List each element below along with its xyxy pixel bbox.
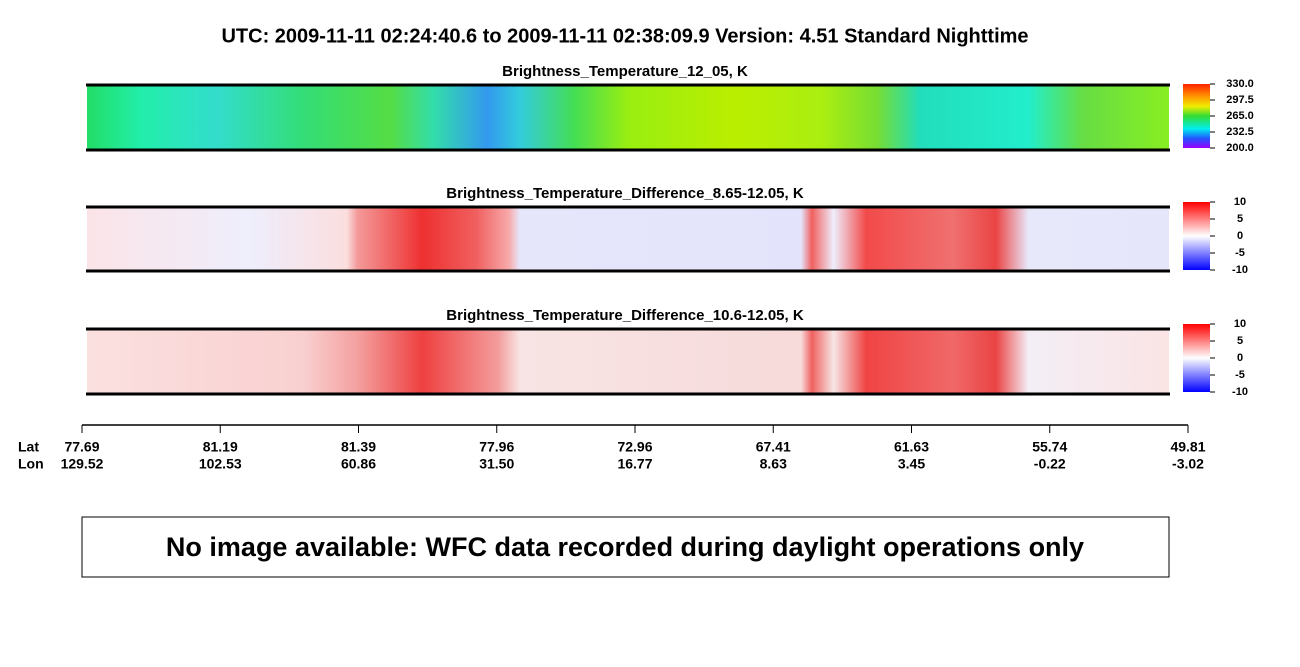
title: UTC: 2009-11-11 02:24:40.6 to 2009-11-11… bbox=[221, 25, 1028, 47]
image bbox=[87, 329, 1169, 394]
colorbar-label: 5 bbox=[1237, 335, 1243, 347]
colorbar-label: 232.5 bbox=[1226, 126, 1254, 138]
colorbar-label: 10 bbox=[1234, 196, 1246, 208]
lon-tick-label: -3.02 bbox=[1172, 456, 1204, 472]
panel-title: Brightness_Temperature_Difference_10.6-1… bbox=[446, 307, 804, 324]
lon-tick-label: 16.77 bbox=[617, 456, 652, 472]
colorbar-label: -10 bbox=[1232, 386, 1248, 398]
colorbar-label: 5 bbox=[1237, 213, 1243, 225]
colorbar-label: -10 bbox=[1232, 264, 1248, 276]
lat-tick-label: 61.63 bbox=[894, 439, 929, 455]
lat-tick-label: 67.41 bbox=[756, 439, 791, 455]
lon-tick-label: 60.86 bbox=[341, 456, 376, 472]
colorbar-label: 10 bbox=[1234, 318, 1246, 330]
image bbox=[87, 207, 1169, 271]
lat-label: Lat bbox=[18, 439, 39, 455]
colorbar-label: 265.0 bbox=[1226, 110, 1254, 122]
lon-tick-label: 102.53 bbox=[199, 456, 242, 472]
colorbar bbox=[1183, 202, 1210, 270]
colorbar-label: 297.5 bbox=[1226, 94, 1254, 106]
lon-tick-label: -0.22 bbox=[1034, 456, 1066, 472]
colorbar-label: 200.0 bbox=[1226, 142, 1254, 154]
notice-box bbox=[81, 516, 1170, 578]
lon-tick-label: 3.45 bbox=[898, 456, 925, 472]
lat-tick-label: 55.74 bbox=[1032, 439, 1067, 455]
notice: No image available: WFC data recorded du… bbox=[166, 532, 1084, 562]
colorbar-label: 330.0 bbox=[1226, 78, 1254, 90]
lat-tick-label: 77.69 bbox=[64, 439, 99, 455]
colorbar-label: 0 bbox=[1237, 352, 1243, 364]
lat-tick-label: 81.39 bbox=[341, 439, 376, 455]
panel-title: Brightness_Temperature_12_05, K bbox=[502, 63, 748, 80]
panel: Brightness_Temperature_Difference_10.6-1… bbox=[86, 307, 1210, 396]
lat-tick-label: 49.81 bbox=[1170, 439, 1205, 455]
lat-tick-label: 81.19 bbox=[203, 439, 238, 455]
panel: Brightness_Temperature_12_05, K bbox=[86, 63, 1210, 152]
colorbar-label: -5 bbox=[1235, 247, 1245, 259]
lat-tick-label: 72.96 bbox=[617, 439, 652, 455]
lon-tick-label: 129.52 bbox=[61, 456, 104, 472]
colorbar-label: 0 bbox=[1237, 230, 1243, 242]
colorbar bbox=[1183, 324, 1210, 392]
colorbar-label: -5 bbox=[1235, 369, 1245, 381]
lon-tick-label: 31.50 bbox=[479, 456, 514, 472]
image bbox=[87, 85, 1169, 150]
panel-title: Brightness_Temperature_Difference_8.65-1… bbox=[446, 185, 804, 202]
lon-label: Lon bbox=[18, 456, 44, 472]
lat-tick-label: 77.96 bbox=[479, 439, 514, 455]
colorbar bbox=[1183, 84, 1210, 148]
lon-tick-label: 8.63 bbox=[760, 456, 787, 472]
panel: Brightness_Temperature_Difference_8.65-1… bbox=[86, 185, 1210, 273]
